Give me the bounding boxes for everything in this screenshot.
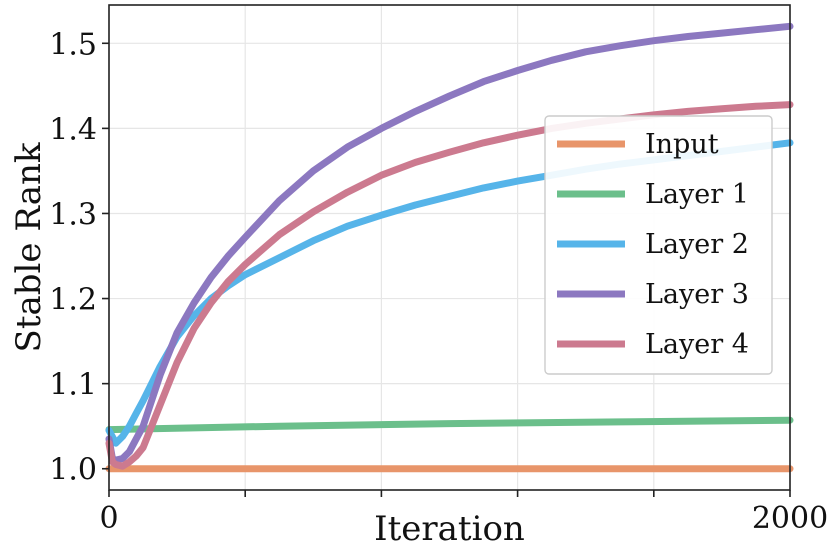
axis-ticks: 0 2000 1.0 1.1 1.2 1.3 1.4 1.5 bbox=[49, 27, 828, 536]
x-tick-label: 2000 bbox=[752, 501, 828, 536]
y-tick-label: 1.2 bbox=[49, 283, 97, 318]
legend-label: Layer 2 bbox=[645, 229, 749, 260]
y-axis-label: Stable Rank bbox=[9, 142, 49, 352]
series-line-layer-3 bbox=[105, 22, 794, 464]
y-tick-label: 1.0 bbox=[49, 453, 97, 488]
y-tick-label: 1.1 bbox=[49, 368, 97, 403]
y-tick-label: 1.5 bbox=[49, 27, 97, 62]
y-tick-label: 1.3 bbox=[49, 197, 97, 232]
legend-label: Input bbox=[645, 129, 719, 160]
legend-box bbox=[544, 115, 773, 375]
legend-label: Layer 4 bbox=[645, 329, 749, 360]
y-tick-label: 1.4 bbox=[49, 112, 97, 147]
plot-frame bbox=[108, 4, 791, 491]
x-tick-label: 0 bbox=[99, 501, 118, 536]
legend-label: Layer 3 bbox=[645, 279, 749, 310]
x-axis-label: Iteration bbox=[374, 509, 525, 549]
legend-label: Layer 1 bbox=[645, 179, 749, 210]
series-line-layer-1 bbox=[105, 416, 794, 434]
legend: Input Layer 1 Layer 2 Layer 3 Layer 4 bbox=[544, 115, 773, 375]
